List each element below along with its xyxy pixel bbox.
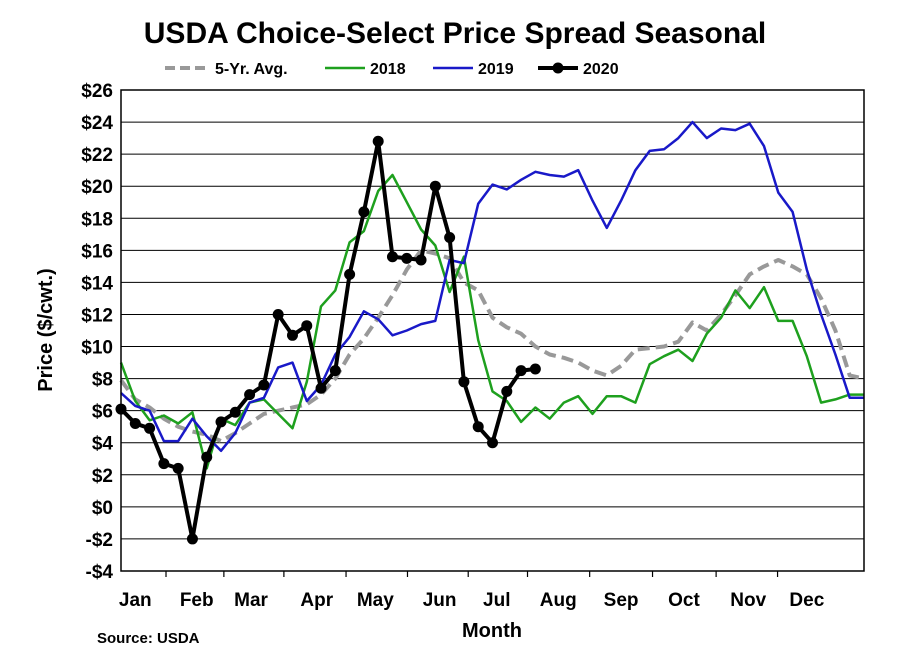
- data-point-2020: [215, 416, 227, 428]
- data-point-2020: [358, 206, 370, 218]
- data-point-2020: [158, 458, 170, 470]
- data-point-2020: [144, 422, 156, 434]
- plot-frame: [120, 89, 865, 572]
- gridlines: [121, 89, 864, 572]
- data-point-2020: [401, 252, 413, 264]
- data-point-2020: [229, 406, 241, 418]
- data-point-2020: [444, 232, 456, 244]
- x-tick-label: Oct: [668, 590, 700, 611]
- y-tick-label: $2: [92, 466, 113, 487]
- x-tick-label: Aug: [540, 590, 577, 611]
- legend: 5-Yr. Avg. 2018 2019 2020: [165, 61, 619, 78]
- legend-label: 2018: [370, 61, 406, 78]
- chart-title: USDA Choice-Select Price Spread Seasonal: [144, 17, 766, 50]
- y-tick-label: $24: [81, 113, 113, 134]
- x-tick-label: Jun: [423, 590, 457, 611]
- x-tick-label: Nov: [730, 590, 766, 611]
- data-point-2020: [344, 268, 356, 280]
- data-point-2020: [515, 365, 527, 377]
- data-point-2020: [129, 417, 141, 429]
- x-axis-title: Month: [462, 620, 522, 642]
- data-point-2020: [201, 451, 213, 463]
- y-tick-label: $14: [81, 273, 113, 294]
- data-point-2020: [244, 389, 256, 401]
- data-point-2020: [329, 365, 341, 377]
- x-tick-label: Mar: [234, 590, 268, 611]
- y-tick-label: $0: [92, 498, 113, 519]
- data-point-2020: [286, 329, 298, 341]
- series-line-2020: [119, 139, 536, 541]
- series-line-2019: [120, 120, 864, 453]
- legend-marker: [552, 62, 564, 74]
- x-tick-label: Sep: [604, 590, 639, 611]
- y-tick-label: $22: [81, 145, 113, 166]
- data-point-2020: [458, 376, 470, 388]
- y-tick-label: $8: [92, 370, 113, 391]
- x-tick-label: May: [357, 590, 394, 611]
- x-tick-label: Jan: [119, 590, 152, 611]
- y-tick-label: $4: [92, 434, 114, 455]
- y-tick-label: -$4: [86, 562, 114, 583]
- data-point-2020: [172, 462, 184, 474]
- data-point-2020: [501, 385, 513, 397]
- data-point-2020: [301, 320, 313, 332]
- data-point-2020: [186, 533, 198, 545]
- data-point-2020: [315, 382, 327, 394]
- x-tick-label: Jul: [483, 590, 510, 611]
- legend-label: 5-Yr. Avg.: [215, 61, 288, 78]
- series-markers: [115, 135, 541, 545]
- data-point-2020: [272, 308, 284, 320]
- legend-label: 2019: [478, 61, 514, 78]
- data-point-2020: [386, 251, 398, 263]
- y-tick-label: $18: [81, 209, 113, 230]
- data-point-2020: [429, 180, 441, 192]
- source-note: Source: USDA: [97, 630, 200, 647]
- x-tick-label: Apr: [300, 590, 333, 611]
- y-tick-label: -$2: [86, 530, 113, 551]
- y-tick-label: $16: [81, 241, 113, 262]
- data-point-2020: [529, 363, 541, 375]
- y-tick-label: $6: [92, 402, 113, 423]
- y-tick-label: $12: [81, 305, 113, 326]
- data-point-2020: [472, 421, 484, 433]
- legend-label: 2020: [583, 61, 619, 78]
- data-point-2020: [415, 254, 427, 266]
- y-axis-title: Price ($/cwt.): [35, 268, 57, 391]
- x-tick-label: Dec: [789, 590, 824, 611]
- x-axis-ticks: Jan Feb Mar Apr May Jun Jul Aug Sep Oct Nov Dec: [119, 571, 825, 611]
- y-tick-label: $26: [81, 81, 113, 102]
- x-tick-label: Feb: [180, 590, 214, 611]
- y-tick-label: $10: [81, 338, 113, 359]
- series-line-2018: [119, 173, 864, 470]
- series-lines: [119, 120, 865, 541]
- data-point-2020: [258, 379, 270, 391]
- y-tick-label: $20: [81, 177, 113, 198]
- series-line-5-yr-avg: [119, 248, 865, 444]
- y-axis-ticks: -$4 -$2 $0 $2 $4 $6 $8 $10 $12 $14 $16 $18 $20 $22 $24…: [81, 81, 113, 583]
- data-point-2020: [372, 135, 384, 147]
- data-point-2020: [487, 437, 498, 449]
